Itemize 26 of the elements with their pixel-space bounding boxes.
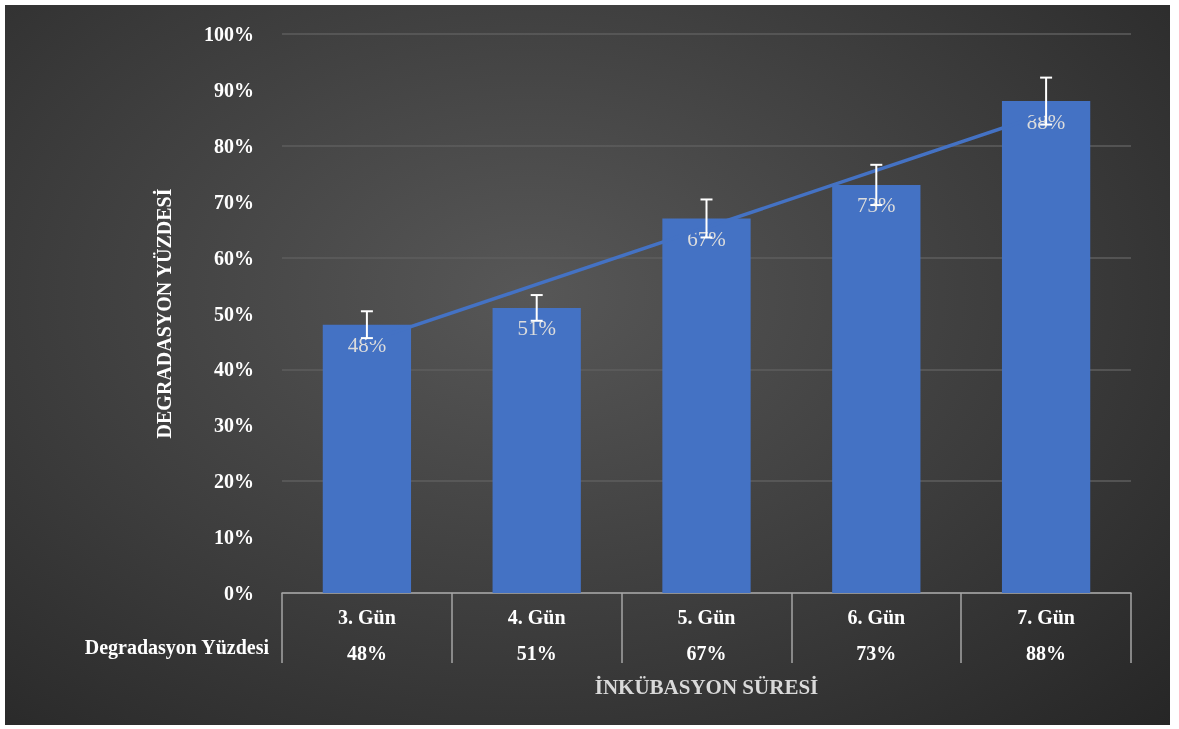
x-tick-label: 7. Gün xyxy=(1017,606,1076,628)
y-tick-label: 90% xyxy=(214,78,254,101)
x-axis-title: İNKÜBASYON SÜRESİ xyxy=(594,674,819,699)
x-tick-label: 3. Gün xyxy=(337,606,396,628)
data-label: 51% xyxy=(516,642,557,664)
data-label: 48% xyxy=(346,642,387,664)
data-label: 88% xyxy=(1026,642,1067,664)
y-tick-label: 40% xyxy=(214,358,254,381)
y-axis-title: DEGRADASYON YÜZDESİ xyxy=(152,188,175,439)
text: 51% xyxy=(517,316,556,341)
y-tick-label: 60% xyxy=(214,246,254,269)
data-label: 73% xyxy=(856,642,897,664)
y-tick-label: 50% xyxy=(214,302,254,325)
text: Degradasyon Yüzdesi xyxy=(84,636,270,659)
x-tick-label: 5. Gün xyxy=(677,606,736,628)
data-label: 67% xyxy=(686,642,727,664)
y-tick-label: 20% xyxy=(214,470,254,493)
y-tick-label: 100% xyxy=(204,23,254,45)
y-tick-label: 10% xyxy=(214,526,254,549)
text: 73% xyxy=(857,193,896,218)
y-tick-label: 70% xyxy=(214,190,254,213)
x-tick-label: 6. Gün xyxy=(847,606,906,628)
y-tick-label: 80% xyxy=(214,134,254,157)
y-tick-label: 0% xyxy=(224,582,254,604)
y-tick-label: 30% xyxy=(214,414,254,437)
x-tick-label: 4. Gün xyxy=(507,606,566,628)
